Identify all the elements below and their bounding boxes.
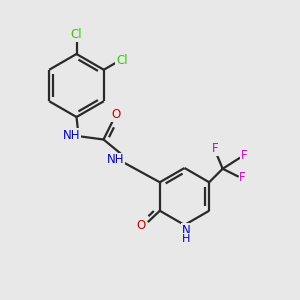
Text: NH: NH <box>107 153 124 166</box>
Text: H: H <box>182 233 190 244</box>
Text: NH: NH <box>63 128 80 142</box>
Text: O: O <box>136 219 146 232</box>
Text: Cl: Cl <box>116 54 128 67</box>
Text: Cl: Cl <box>71 28 82 41</box>
Text: F: F <box>239 171 246 184</box>
Text: F: F <box>212 142 218 155</box>
Text: O: O <box>111 108 120 122</box>
Text: N: N <box>182 224 190 237</box>
Text: F: F <box>241 149 247 162</box>
